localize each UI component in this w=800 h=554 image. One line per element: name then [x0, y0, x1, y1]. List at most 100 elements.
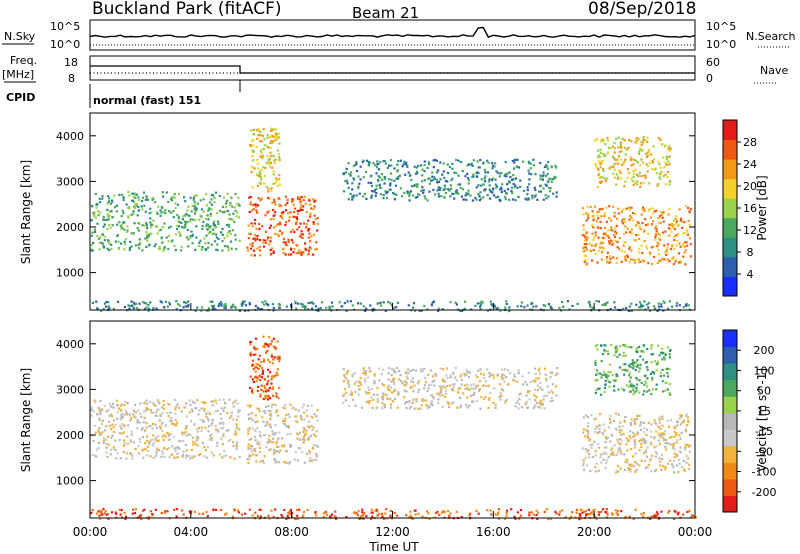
power-cell-6	[108, 306, 111, 309]
velocity-cell-3	[405, 375, 408, 378]
power-cell-1	[272, 208, 275, 212]
velocity-cell-3	[496, 373, 499, 376]
velocity-cell-4	[587, 436, 590, 439]
power-cell-1	[307, 236, 311, 239]
power-cell-0	[180, 245, 183, 249]
power-cell-5	[598, 180, 602, 184]
power-cell-4	[612, 233, 616, 236]
power-cell-4	[616, 240, 619, 243]
power-cell-3	[479, 197, 483, 200]
velocity-cell-6	[411, 517, 414, 520]
power-cell-0	[90, 234, 93, 237]
velocity-cell-6	[579, 517, 582, 520]
velocity-cell-3	[446, 401, 449, 404]
power-cell-6	[430, 304, 433, 307]
velocity-cell-2	[267, 368, 270, 371]
power-cell-4	[630, 228, 633, 231]
velocity-cell-3	[493, 387, 496, 390]
power-cell-4	[647, 232, 650, 236]
power-cell-4	[603, 226, 607, 230]
velocity-cell-6	[258, 508, 261, 511]
power-cell-3	[384, 176, 387, 179]
velocity-cell-0	[99, 410, 102, 413]
velocity-cell-6	[427, 512, 430, 515]
power-cell-0	[146, 235, 149, 238]
velocity-cell-3	[407, 368, 410, 371]
power-cell-0	[123, 228, 126, 231]
velocity-cell-2	[255, 363, 258, 366]
power-cell-5	[617, 136, 620, 139]
velocity-cell-0	[142, 448, 145, 451]
power-cell-5	[613, 168, 617, 171]
velocity-cell-0	[203, 455, 206, 458]
power-cell-4	[634, 212, 637, 215]
power-cell-3	[501, 183, 504, 186]
velocity-cell-3	[353, 371, 356, 375]
power-cell-1	[282, 237, 285, 240]
velocity-cell-3	[470, 394, 474, 397]
velocity-cell-0	[164, 435, 167, 438]
power-cell-6	[138, 302, 141, 305]
velocity-cell-0	[156, 399, 159, 402]
velocity-cell-6	[590, 511, 593, 514]
velocity-cell-0	[162, 407, 166, 410]
power-cell-3	[408, 199, 411, 202]
power-cell-1	[300, 230, 303, 233]
velocity-cell-4	[628, 468, 631, 472]
power-cell-6	[474, 304, 477, 308]
power-cell-6	[520, 305, 523, 308]
power-cell-0	[184, 225, 187, 229]
power-cell-1	[301, 251, 304, 254]
velocity-cell-0	[214, 424, 217, 428]
velocity-cell-3	[539, 399, 542, 402]
velocity-cell-0	[96, 413, 99, 416]
power-cell-1	[305, 210, 308, 214]
velocity-cell-6	[624, 515, 627, 518]
power-cell-0	[93, 211, 96, 214]
power-cell-2	[251, 155, 254, 158]
power-cell-6	[566, 300, 569, 303]
velocity-cell-5	[656, 360, 659, 363]
velocity-cell-4	[668, 425, 671, 428]
power-cell-6	[132, 301, 135, 304]
power-cell-4	[671, 243, 674, 246]
power-cell-0	[148, 212, 151, 215]
velocity-cell-4	[640, 422, 643, 425]
power-cell-6	[418, 309, 421, 312]
velocity-cell-3	[524, 380, 527, 384]
beam-title: Beam 21	[352, 4, 419, 22]
power-cell-1	[294, 222, 297, 225]
power-cell-0	[186, 214, 189, 217]
power-cell-2	[267, 158, 270, 161]
power-cell-4	[684, 263, 687, 266]
power-cell-6	[149, 301, 152, 304]
velocity-cell-4	[645, 433, 648, 437]
power-colorbar-band-6	[723, 159, 737, 180]
velocity-cell-4	[640, 428, 643, 431]
power-cell-5	[630, 140, 633, 143]
power-cell-5	[652, 158, 655, 161]
velocity-cell-6	[280, 513, 283, 517]
power-cell-5	[629, 156, 632, 159]
velocity-cell-3	[479, 407, 482, 410]
power-cell-3	[379, 193, 382, 196]
power-cell-3	[465, 192, 468, 196]
velocity-cell-2	[255, 366, 258, 369]
velocity-cell-4	[646, 428, 649, 431]
velocity-cell-4	[609, 440, 612, 443]
power-cell-5	[667, 147, 670, 150]
power-cell-0	[205, 223, 209, 226]
velocity-cell-0	[187, 454, 190, 457]
velocity-cell-2	[265, 390, 268, 393]
power-cell-6	[325, 306, 328, 309]
velocity-cell-0	[125, 452, 128, 455]
velocity-cell-6	[193, 510, 197, 514]
power-cell-2	[276, 149, 279, 152]
power-cell-6	[289, 304, 293, 307]
power-cell-3	[385, 196, 389, 199]
power-cell-0	[141, 199, 144, 203]
velocity-cell-3	[492, 373, 495, 377]
power-cell-2	[275, 133, 278, 136]
power-cell-4	[631, 211, 635, 215]
velocity-cell-5	[597, 372, 600, 375]
